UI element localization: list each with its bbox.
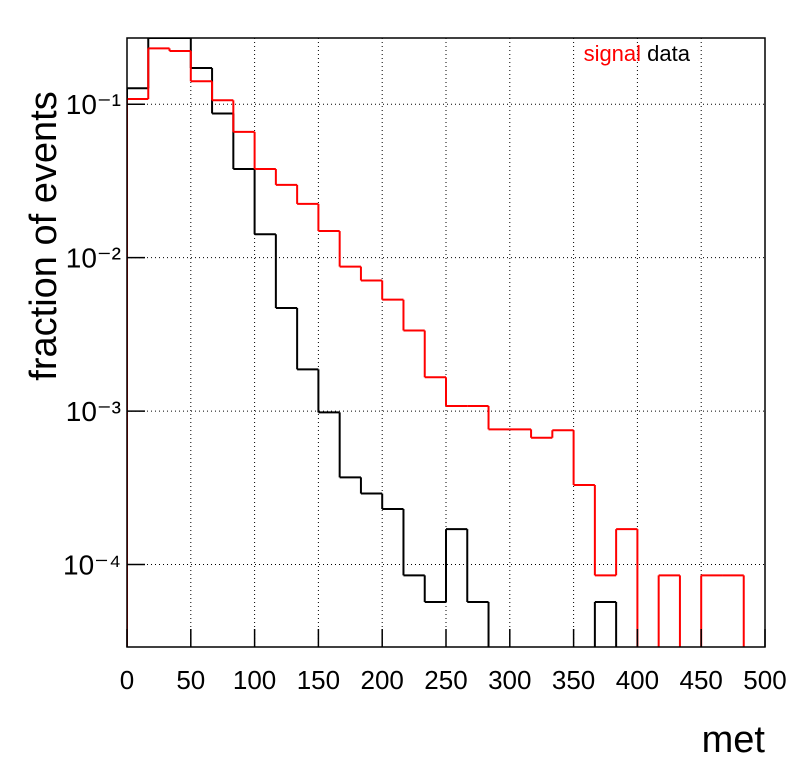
x-tick-label: 350: [552, 665, 595, 695]
x-tick-label: 500: [743, 665, 786, 695]
x-tick-label: 150: [297, 665, 340, 695]
x-axis-title: met: [702, 719, 766, 761]
legend-entry: data: [647, 41, 691, 66]
x-tick-label: 400: [616, 665, 659, 695]
x-tick-label: 300: [488, 665, 531, 695]
x-tick-label: 0: [120, 665, 134, 695]
y-tick-label: 10⁻²: [66, 243, 121, 274]
legend: signal data: [584, 41, 691, 66]
y-tick-label: 10⁻⁴: [63, 550, 121, 581]
y-tick-label: 10⁻³: [66, 396, 121, 427]
y-tick-label: 10⁻¹: [66, 89, 121, 120]
x-tick-label: 450: [680, 665, 723, 695]
x-tick-label: 50: [176, 665, 205, 695]
legend-entry: signal: [584, 41, 641, 66]
plot-area: [127, 38, 745, 647]
axes: 0 50 100 150 200 250 300 350 400 450 500 10⁻⁴ 10⁻³ 10…: [63, 89, 787, 695]
x-tick-label: 100: [233, 665, 276, 695]
x-tick-label: 200: [361, 665, 404, 695]
y-axis-title: fraction of events: [23, 91, 65, 380]
x-tick-label: 250: [424, 665, 467, 695]
